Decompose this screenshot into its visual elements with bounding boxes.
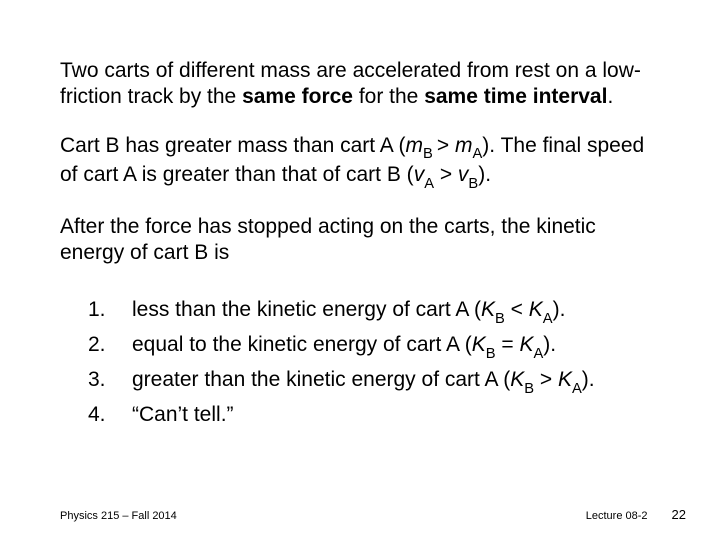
option-text: less than the kinetic energy of cart A (… [132, 294, 565, 329]
intro-text-3: . [607, 85, 613, 108]
sub-A1: A [473, 146, 483, 162]
option-4: 4. “Can’t tell.” [88, 399, 660, 432]
option-num: 1. [88, 294, 132, 329]
footer-course: Physics 215 – Fall 2014 [60, 510, 177, 522]
option-text: “Can’t tell.” [132, 399, 234, 432]
intro-paragraph: Two carts of different mass are accelera… [60, 58, 660, 111]
question-text: After the force has stopped acting on th… [60, 214, 660, 267]
intro-bold-1: same force [242, 85, 353, 108]
option-3: 3. greater than the kinetic energy of ca… [88, 364, 660, 399]
setup-text-3: ). [478, 163, 491, 186]
footer-lecture: Lecture 08-2 [586, 510, 648, 522]
option-1: 1. less than the kinetic energy of cart … [88, 294, 660, 329]
sub-B2: B [468, 176, 478, 192]
sub-A2: A [424, 176, 434, 192]
sub-B1: B [423, 146, 437, 162]
gt-1: > [437, 134, 455, 157]
var-vB: v [458, 163, 469, 186]
var-vA: v [414, 163, 425, 186]
intro-text-2: for the [353, 85, 424, 108]
option-num: 2. [88, 329, 132, 364]
var-mB: m [406, 134, 424, 157]
option-num: 4. [88, 399, 132, 432]
mid-gt: > [434, 163, 458, 186]
option-text: equal to the kinetic energy of cart A (K… [132, 329, 556, 364]
setup-paragraph: Cart B has greater mass than cart A (mB … [60, 133, 660, 192]
footer-page-number: 22 [672, 507, 686, 522]
option-2: 2. equal to the kinetic energy of cart A… [88, 329, 660, 364]
option-num: 3. [88, 364, 132, 399]
var-mA: m [455, 134, 473, 157]
footer-right: Lecture 08-2 22 [586, 507, 686, 522]
intro-bold-2: same time interval [424, 85, 607, 108]
slide-footer: Physics 215 – Fall 2014 Lecture 08-2 22 [60, 507, 686, 522]
options-list: 1. less than the kinetic energy of cart … [60, 294, 660, 431]
setup-text-1: Cart B has greater mass than cart A ( [60, 134, 406, 157]
option-text: greater than the kinetic energy of cart … [132, 364, 595, 399]
